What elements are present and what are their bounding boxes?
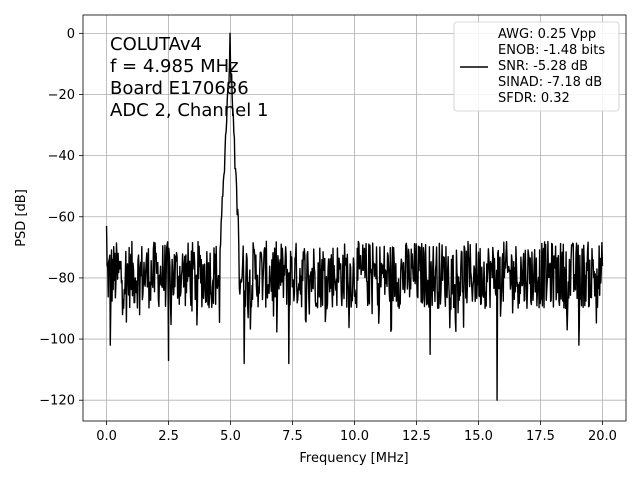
y-tick-label: −120 (39, 394, 75, 409)
annotation-line-1: COLUTAv4 (110, 34, 202, 55)
annotation-line-2: f = 4.985 MHz (110, 56, 239, 77)
legend-entry-awg: AWG: 0.25 Vpp (498, 27, 596, 42)
y-tick-label: −100 (39, 333, 75, 348)
legend-entry-sinad: SINAD: -7.18 dB (498, 75, 602, 90)
psd-trace-line (105, 32, 604, 401)
annotation-line-4: ADC 2, Channel 1 (110, 100, 268, 121)
legend: AWG: 0.25 Vpp ENOB: -1.48 bits SNR: -5.2… (453, 21, 620, 112)
y-tick-label: −40 (48, 149, 75, 164)
y-axis-ticks: 0 −20 −40 −60 −80 −100 −120 (39, 27, 83, 409)
legend-entry-enob: ENOB: -1.48 bits (498, 43, 605, 58)
x-tick-label: 5.0 (220, 429, 241, 444)
y-tick-label: −60 (48, 210, 75, 225)
y-tick-label: −20 (48, 88, 75, 103)
y-tick-label: 0 (67, 27, 75, 42)
x-axis-ticks: 0.0 2.5 5.0 7.5 10.0 12.5 15.0 17.5 20.0 (96, 421, 617, 444)
x-tick-label: 15.0 (464, 429, 493, 444)
annotation-line-3: Board E170686 (110, 78, 249, 99)
x-tick-label: 0.0 (96, 429, 117, 444)
psd-series (105, 32, 604, 401)
x-tick-label: 17.5 (526, 429, 555, 444)
legend-box (453, 21, 620, 112)
x-axis-label: Frequency [MHz] (299, 451, 408, 466)
x-tick-label: 10.0 (340, 429, 369, 444)
annotation-block: COLUTAv4 f = 4.985 MHz Board E170686 ADC… (110, 34, 268, 121)
y-axis-label: PSD [dB] (14, 189, 29, 247)
legend-entry-sfdr: SFDR: 0.32 (498, 91, 570, 106)
x-tick-label: 7.5 (282, 429, 303, 444)
x-tick-label: 20.0 (588, 429, 617, 444)
x-tick-label: 2.5 (158, 429, 179, 444)
x-tick-label: 12.5 (402, 429, 431, 444)
y-tick-label: −80 (48, 271, 75, 286)
legend-entry-snr: SNR: -5.28 dB (498, 59, 588, 74)
